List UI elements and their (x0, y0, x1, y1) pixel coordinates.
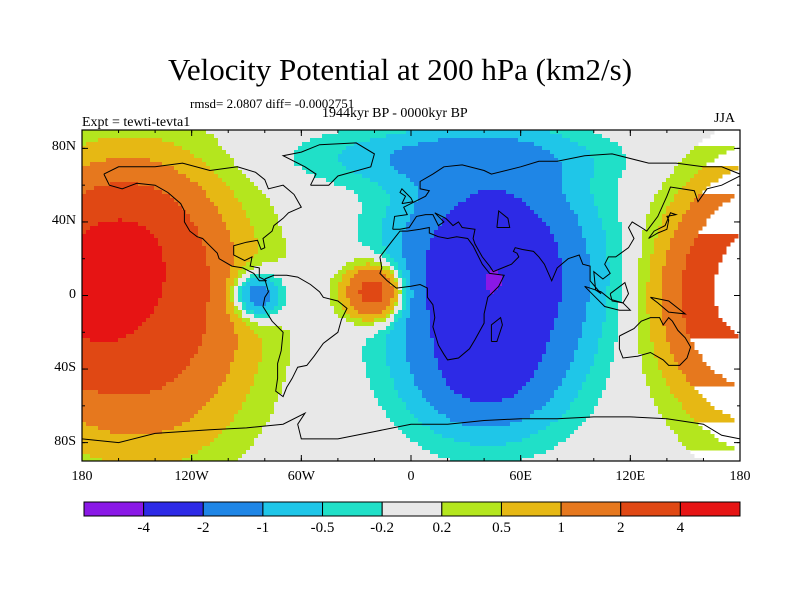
coastline-south-america (262, 274, 348, 398)
colorbar-label-8: 2 (616, 520, 625, 536)
coastline-north-america (103, 162, 303, 282)
lon-label-2: 60W (287, 469, 315, 484)
lon-label-4: 60E (509, 469, 532, 484)
period-subtitle: 1944kyr BP - 0000kyr BP (322, 106, 468, 121)
coastline-japan (648, 212, 678, 239)
colorbar (83, 501, 741, 517)
map-title: Velocity Potential at 200 hPa (km2/s) (167, 52, 633, 87)
colorbar-swatch-4 (322, 501, 383, 517)
colorbar-label-4: -0.2 (370, 520, 395, 536)
lat-label-0: 80N (51, 139, 76, 155)
coastline-indonesia (584, 285, 632, 311)
colorbar-swatch-9 (620, 501, 681, 517)
lat-label-4: 80S (54, 433, 76, 449)
lat-label-3: 40S (54, 360, 76, 376)
colorbar-label-7: 1 (557, 520, 565, 536)
colorbar-label-9: 4 (676, 520, 685, 536)
lat-label-1: 40N (51, 212, 76, 228)
colorbar-label-1: -2 (197, 520, 210, 536)
lon-label-0: 180 (71, 469, 93, 484)
colorbar-swatch-6 (441, 501, 502, 517)
lat-label-2: 0 (69, 286, 76, 302)
coastline-africa (379, 226, 505, 361)
colorbar-swatch-0 (83, 501, 145, 517)
velocity-potential-field (82, 130, 739, 461)
coastline-british-isles (399, 187, 414, 205)
experiment-label: Expt = tewti-tevta1 (82, 115, 191, 130)
coastline-greenland (281, 142, 375, 186)
coastline-borneo (609, 281, 630, 304)
coastline-antarctica (82, 411, 740, 444)
coastline-madagascar (490, 316, 503, 342)
colorbar-label-5: 0.2 (432, 520, 452, 536)
lon-label-1: 120W (174, 469, 209, 484)
axis-ticks (81, 130, 741, 461)
colorbar-swatch-10 (679, 501, 741, 517)
colorbar-swatch-5 (381, 501, 443, 517)
statistics-label: rmsd= 2.0807 diff= -0.0002751 (190, 96, 355, 111)
colorbar-swatch-3 (262, 501, 324, 517)
lon-label-6: 180 (729, 469, 751, 484)
colorbar-label-6: 0.5 (492, 520, 511, 536)
colorbar-swatch-8 (560, 501, 622, 517)
coastlines (82, 142, 740, 444)
colorbar-label-0: -4 (137, 520, 150, 536)
coastline-australia (618, 316, 692, 366)
colorbar-swatch-2 (202, 501, 264, 517)
coastline-new-guinea (650, 296, 687, 315)
coastline-arabia-caspian (496, 209, 511, 228)
coastline-eurasia (392, 153, 740, 295)
colorbar-label-3: -0.5 (310, 520, 335, 536)
colorbar-label-2: -1 (256, 520, 270, 536)
lon-label-3: 0 (407, 469, 415, 484)
colorbar-swatch-7 (500, 501, 562, 517)
season-label: JJA (714, 111, 736, 126)
colorbar-swatch-1 (143, 501, 204, 517)
lon-label-5: 120E (615, 469, 646, 484)
